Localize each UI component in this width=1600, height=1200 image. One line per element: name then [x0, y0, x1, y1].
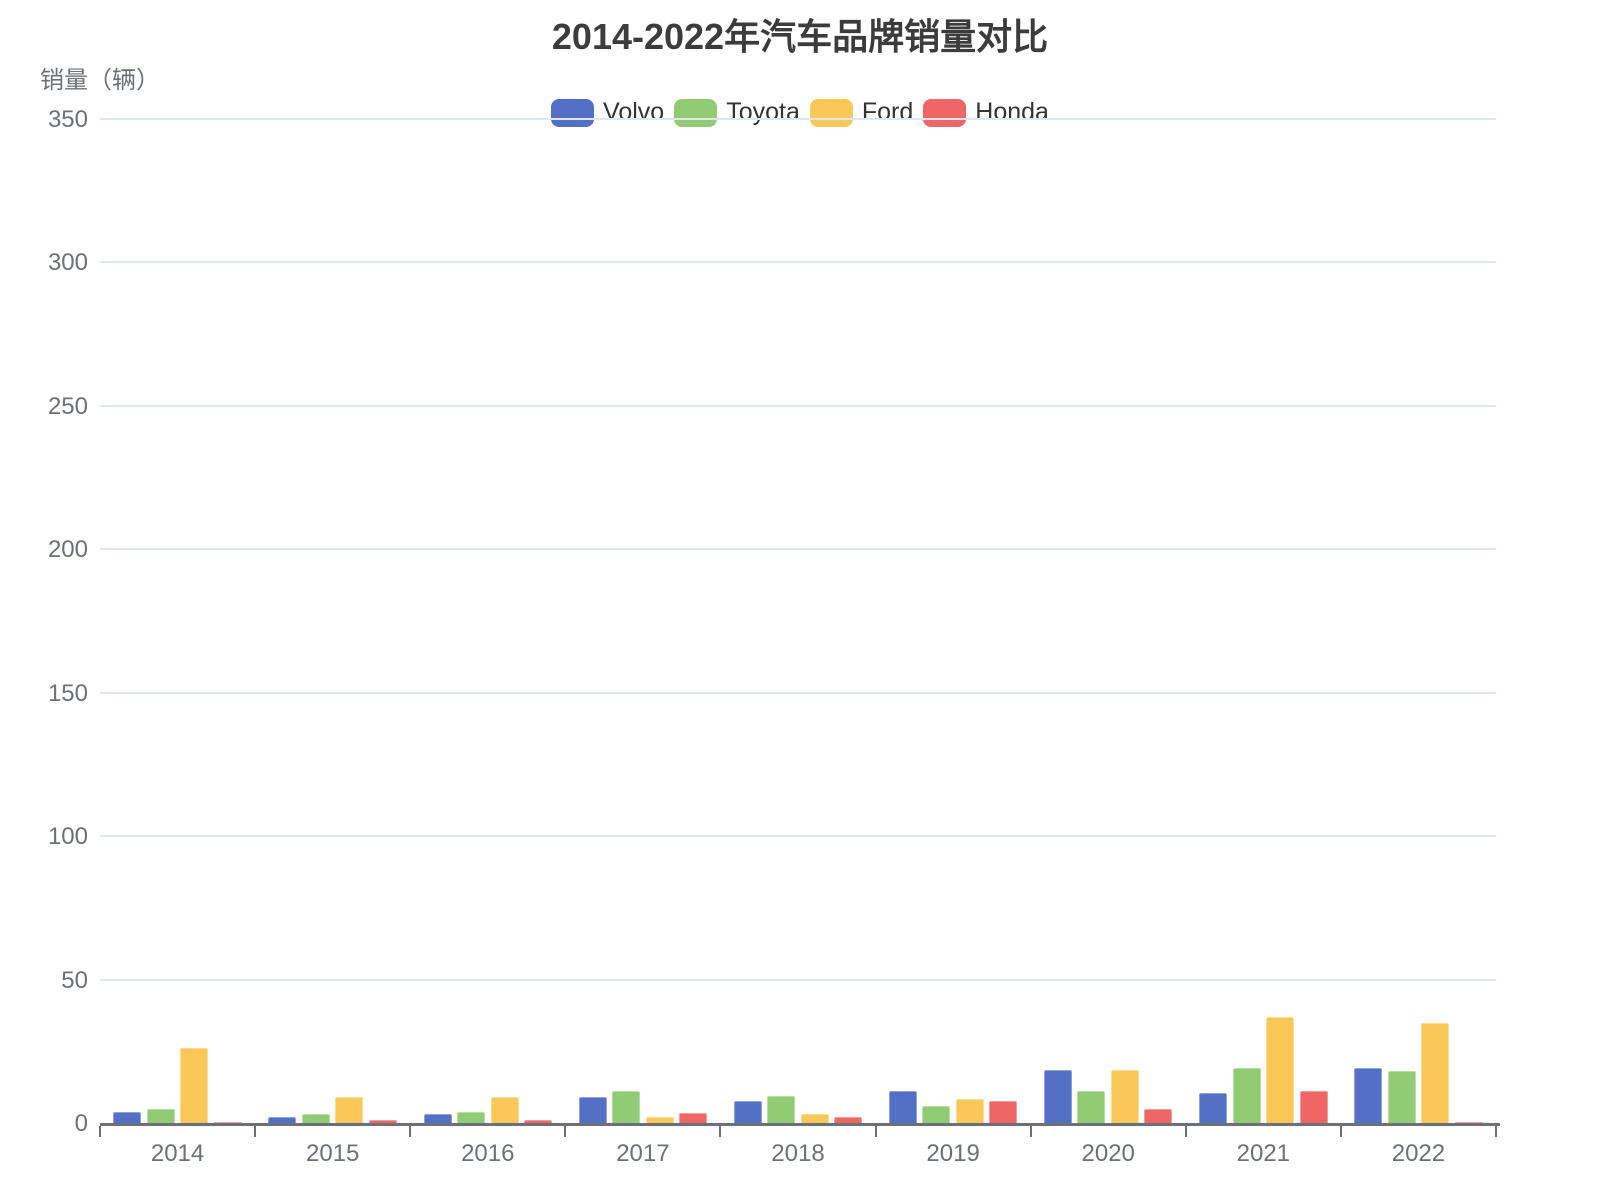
bar-honda-2014[interactable] — [213, 1121, 242, 1123]
bar-honda-2015[interactable] — [368, 1120, 397, 1123]
bar-honda-2018[interactable] — [834, 1117, 863, 1123]
bar-volvo-2014[interactable] — [113, 1111, 142, 1123]
bar-honda-2017[interactable] — [679, 1112, 708, 1123]
chart-title: 2014-2022年汽车品牌销量对比 — [551, 16, 1049, 57]
x-axis-tick — [1339, 1126, 1342, 1137]
gridline — [100, 261, 1496, 264]
x-axis-label: 2022 — [1391, 1140, 1446, 1167]
bar-honda-2021[interactable] — [1299, 1091, 1328, 1123]
y-axis-label: 150 — [47, 679, 88, 707]
legend-label: Honda — [975, 98, 1049, 126]
gridline — [100, 548, 1496, 551]
bar-toyota-2017[interactable] — [612, 1091, 641, 1123]
legend: Volvo Toyota Ford Honda — [0, 98, 1600, 127]
ford-swatch-icon — [809, 98, 853, 127]
bar-volvo-2021[interactable] — [1199, 1092, 1228, 1123]
legend-item-ford[interactable]: Ford — [809, 98, 914, 127]
legend-label: Toyota — [726, 98, 800, 126]
bar-toyota-2022[interactable] — [1387, 1071, 1416, 1123]
x-axis-tick — [1184, 1126, 1187, 1137]
x-axis-tick — [254, 1126, 257, 1137]
x-axis-label: 2015 — [305, 1140, 360, 1167]
bar-ford-2017[interactable] — [645, 1117, 674, 1123]
y-axis-label: 0 — [74, 1110, 88, 1137]
honda-swatch-icon — [923, 98, 967, 127]
bar-toyota-2019[interactable] — [922, 1105, 951, 1123]
bar-honda-2016[interactable] — [524, 1120, 553, 1123]
x-axis-label: 2016 — [461, 1140, 515, 1167]
x-axis-label: 2021 — [1236, 1140, 1291, 1167]
x-axis-line — [100, 1123, 1500, 1126]
bar-toyota-2018[interactable] — [767, 1095, 796, 1123]
bar-ford-2021[interactable] — [1266, 1016, 1295, 1123]
bar-toyota-2021[interactable] — [1232, 1068, 1261, 1123]
x-axis-label: 2014 — [150, 1140, 205, 1167]
x-axis-tick — [99, 1126, 101, 1137]
bar-ford-2015[interactable] — [335, 1097, 364, 1123]
x-axis-tick — [719, 1126, 722, 1137]
x-axis-tick — [409, 1126, 412, 1137]
bar-volvo-2022[interactable] — [1354, 1068, 1383, 1123]
bar-volvo-2018[interactable] — [733, 1101, 762, 1123]
y-axis-label: 350 — [47, 106, 88, 133]
toyota-swatch-icon — [674, 98, 718, 127]
legend-item-honda[interactable]: Honda — [923, 98, 1049, 127]
x-axis-tick — [564, 1126, 567, 1137]
legend-label: Ford — [861, 98, 914, 126]
x-axis-tick — [874, 1126, 877, 1137]
gridline — [100, 404, 1496, 407]
bar-volvo-2017[interactable] — [578, 1097, 607, 1123]
bar-toyota-2015[interactable] — [301, 1114, 330, 1123]
bar-honda-2019[interactable] — [989, 1101, 1018, 1123]
bar-toyota-2016[interactable] — [457, 1111, 486, 1123]
x-axis-label: 2018 — [771, 1140, 825, 1167]
legend-item-toyota[interactable]: Toyota — [674, 98, 800, 127]
bar-ford-2018[interactable] — [800, 1114, 829, 1123]
bar-volvo-2020[interactable] — [1043, 1069, 1072, 1123]
bar-toyota-2020[interactable] — [1077, 1091, 1106, 1123]
bar-ford-2020[interactable] — [1110, 1069, 1139, 1123]
bar-ford-2014[interactable] — [180, 1048, 209, 1123]
y-axis-name: 销量（辆） — [40, 67, 160, 94]
bar-honda-2022[interactable] — [1454, 1121, 1483, 1123]
legend-item-volvo[interactable]: Volvo — [551, 98, 664, 127]
bar-ford-2019[interactable] — [955, 1098, 984, 1123]
x-axis-tick — [1495, 1126, 1497, 1137]
legend-label: Volvo — [603, 98, 665, 126]
bar-ford-2016[interactable] — [490, 1097, 519, 1123]
volvo-swatch-icon — [551, 98, 595, 127]
gridline — [100, 118, 1496, 120]
y-axis-label: 200 — [47, 536, 88, 564]
bar-volvo-2016[interactable] — [423, 1114, 452, 1123]
x-axis-label: 2017 — [616, 1140, 670, 1167]
y-axis-label: 50 — [61, 966, 88, 994]
y-axis-label: 300 — [47, 249, 88, 277]
gridline — [100, 835, 1496, 838]
x-axis-tick — [1029, 1126, 1032, 1137]
bar-toyota-2014[interactable] — [146, 1108, 175, 1123]
gridline — [100, 978, 1496, 981]
y-axis-label: 250 — [47, 392, 88, 420]
gridline — [100, 691, 1496, 694]
bar-volvo-2015[interactable] — [268, 1117, 297, 1123]
y-axis-label: 100 — [47, 823, 88, 851]
bar-ford-2022[interactable] — [1421, 1022, 1450, 1123]
bar-honda-2020[interactable] — [1144, 1108, 1173, 1123]
x-axis-label: 2020 — [1081, 1140, 1135, 1167]
bar-volvo-2019[interactable] — [888, 1091, 917, 1123]
x-axis-label: 2019 — [926, 1140, 980, 1167]
